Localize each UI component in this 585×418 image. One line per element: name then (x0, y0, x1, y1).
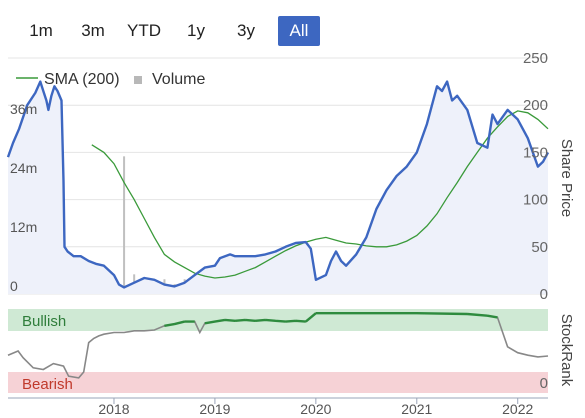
price-area-fill (8, 81, 548, 294)
volume-tick-label: 0 (10, 278, 18, 294)
share-price-axis-title: Share Price (558, 139, 575, 217)
price-tick-label: 150 (523, 144, 548, 161)
stockrank-line (7, 312, 549, 379)
legend-sma-label: SMA (200) (44, 71, 120, 88)
legend: SMA (200) Volume (16, 71, 205, 88)
stockrank-axis-title: StockRank (558, 314, 575, 387)
price-tick-label: 50 (531, 239, 548, 256)
stockrank-tick-label: 0 (540, 375, 548, 392)
x-tick-label: 2018 (98, 401, 129, 417)
price-tick-label: 0 (540, 286, 548, 303)
volume-tick-label: 36m (10, 101, 37, 117)
volume-tick-label: 24m (10, 160, 37, 176)
price-area (8, 81, 548, 294)
range-button-ytd[interactable]: YTD (127, 21, 161, 40)
range-button-all[interactable]: All (278, 16, 320, 46)
labels: 2018 2019 2020 2021 2022 0 50 100 150 200 250 0 12m 2… (10, 50, 575, 417)
bearish-zone (8, 372, 548, 393)
x-tick-label: 2022 (502, 401, 533, 417)
price-line (6, 80, 550, 289)
legend-volume-label: Volume (152, 71, 205, 88)
range-button-1y[interactable]: 1y (187, 21, 205, 40)
axes (8, 397, 548, 404)
price-series-line (6, 80, 550, 289)
range-button-1m[interactable]: 1m (29, 21, 53, 40)
bullish-label: Bullish (22, 313, 66, 330)
x-tick-label: 2021 (401, 401, 432, 417)
range-button-3y[interactable]: 3y (237, 21, 255, 40)
sma-line (91, 110, 549, 279)
price-tick-label: 100 (523, 192, 548, 209)
price-tick-label: 250 (523, 50, 548, 67)
bearish-label: Bearish (22, 376, 73, 393)
price-tick-label: 200 (523, 97, 548, 114)
x-tick-label: 2019 (199, 401, 230, 417)
sma-series-line (91, 110, 549, 279)
stockrank-high-segment (164, 312, 498, 327)
volume-tick-label: 12m (10, 219, 37, 235)
volume-bar (123, 156, 126, 294)
legend-volume-swatch (134, 76, 142, 84)
x-tick-label: 2020 (300, 401, 331, 417)
range-button-3m[interactable]: 3m (81, 21, 105, 40)
